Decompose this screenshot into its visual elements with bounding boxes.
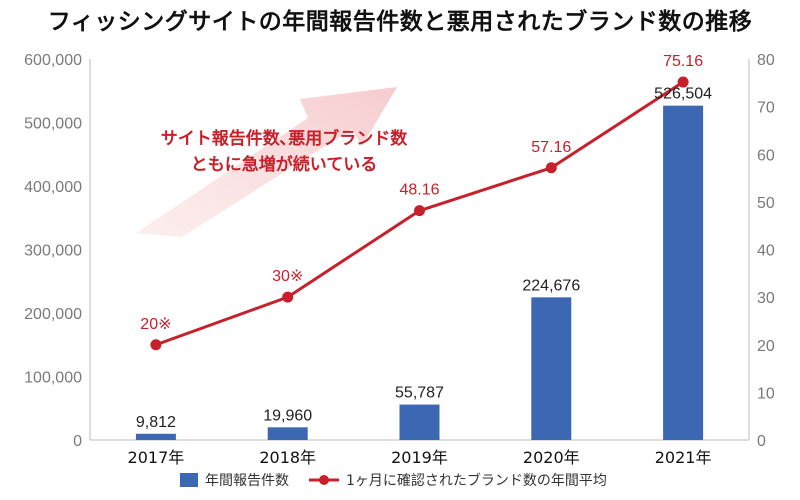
bar-value-label: 224,676 xyxy=(522,277,580,294)
bar-value-label: 526,504 xyxy=(654,86,712,103)
x-tick-label: 2018年 xyxy=(259,448,316,467)
bar-series xyxy=(135,105,704,441)
bar-value-label: 55,787 xyxy=(395,385,444,402)
line-value-label: 48.16 xyxy=(399,182,439,199)
legend-swatch-marker xyxy=(319,475,329,485)
bar xyxy=(531,297,572,440)
right-tick-label: 30 xyxy=(757,290,775,307)
x-tick-label: 2017年 xyxy=(128,448,185,467)
bar xyxy=(399,404,440,440)
chart-title: フィッシングサイトの年間報告件数と悪用されたブランド数の推移 xyxy=(47,9,753,35)
right-tick-label: 70 xyxy=(757,100,775,117)
line-value-label: 20※ xyxy=(140,316,171,333)
left-tick-label: 400,000 xyxy=(24,179,82,196)
annotation-line: ともに急増が続いている xyxy=(191,154,378,175)
left-tick-label: 0 xyxy=(73,433,82,450)
right-tick-label: 0 xyxy=(757,433,766,450)
bar-value-label: 19,960 xyxy=(263,407,312,424)
legend-label: 1ヶ月に確認されたブランド数の年間平均 xyxy=(346,472,607,489)
data-labels: 9,812 19,960 55,787 224,676 526,504 20※ 30※ 48.… xyxy=(136,53,712,431)
line-value-label: 30※ xyxy=(272,268,303,285)
x-tick-label: 2019年 xyxy=(391,448,448,467)
right-tick-label: 10 xyxy=(757,385,775,402)
line-point xyxy=(545,162,557,174)
line-value-label: 75.16 xyxy=(663,53,703,70)
line-point xyxy=(677,76,689,88)
right-tick-label: 80 xyxy=(757,52,775,69)
line-point xyxy=(414,205,425,217)
line-point xyxy=(150,339,162,351)
legend-swatch-bar xyxy=(180,473,198,487)
left-tick-label: 600,000 xyxy=(24,52,82,69)
legend: 年間報告件数 1ヶ月に確認されたブランド数の年間平均 xyxy=(180,472,607,489)
bar xyxy=(135,433,176,440)
line-series xyxy=(150,76,689,351)
line-point xyxy=(282,291,294,303)
left-tick-label: 200,000 xyxy=(24,306,82,323)
bar xyxy=(267,427,308,440)
bar xyxy=(663,105,704,441)
line-value-label: 57.16 xyxy=(531,139,571,156)
right-tick-label: 60 xyxy=(757,147,775,164)
left-tick-label: 500,000 xyxy=(24,116,82,133)
x-tick-label: 2021年 xyxy=(655,448,712,467)
right-tick-label: 50 xyxy=(757,195,775,212)
axes: 0 100,000 200,000 300,000 400,000 500,000 600,… xyxy=(24,52,775,467)
trend-arrow-shape xyxy=(136,87,397,237)
trend-arrow xyxy=(136,87,397,237)
annotation-line: サイト報告件数､悪用ブランド数 xyxy=(161,128,408,149)
right-tick-label: 40 xyxy=(757,243,775,260)
right-tick-label: 20 xyxy=(757,338,775,355)
legend-label: 年間報告件数 xyxy=(205,473,289,489)
x-tick-label: 2020年 xyxy=(523,448,580,467)
left-tick-label: 100,000 xyxy=(24,370,82,387)
left-tick-label: 300,000 xyxy=(24,243,82,260)
bar-value-label: 9,812 xyxy=(136,414,176,431)
